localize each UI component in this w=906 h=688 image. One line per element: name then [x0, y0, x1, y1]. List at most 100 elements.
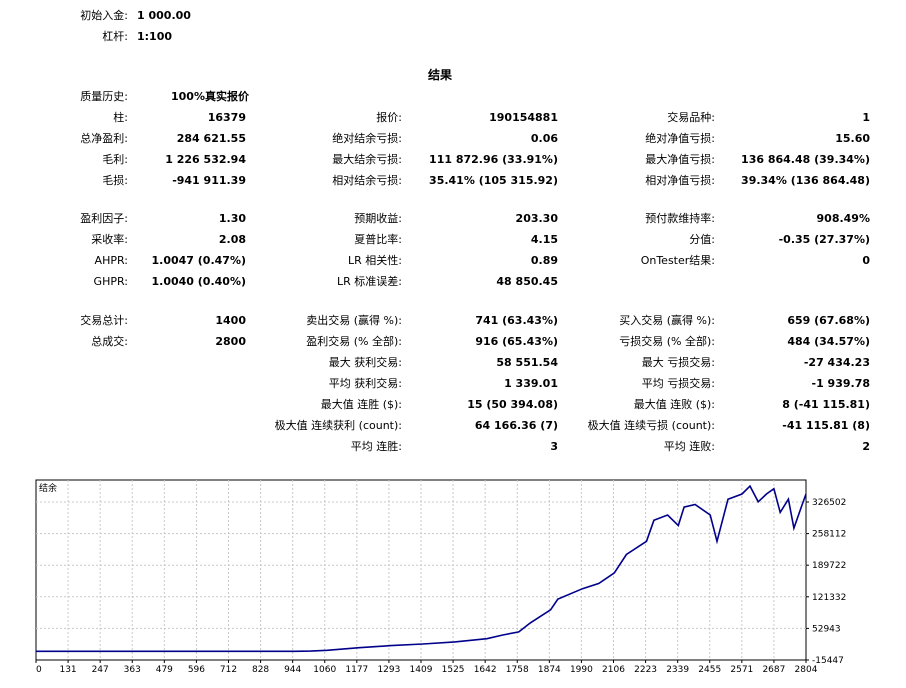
chart-x-tick-label: 1874 — [538, 665, 561, 675]
max-consec-losses-label: 最大值 连败 ($): — [633, 398, 715, 411]
chart-x-tick-label: 1177 — [345, 665, 368, 675]
equity-dd-max-value: 136 864.48 (39.34%) — [741, 153, 870, 166]
avg-loss-value: -1 939.78 — [811, 377, 871, 390]
avg-profit-label: 平均 获利交易: — [328, 377, 402, 390]
sharpe-ratio-value: 4.15 — [530, 233, 558, 246]
chart-y-tick-label: 189722 — [812, 561, 846, 571]
symbols-label: 交易品种: — [667, 111, 715, 124]
chart-x-tick-label: 2571 — [730, 665, 753, 675]
equity-dd-abs-value: 15.60 — [835, 132, 870, 145]
max-consec-profit-value: 64 166.36 (7) — [474, 419, 558, 432]
chart-x-tick-label: 2804 — [795, 665, 818, 675]
max-consec-wins-label: 最大值 连胜 ($): — [320, 398, 402, 411]
chart-x-tick-label: 1409 — [410, 665, 433, 675]
initial-deposit-label: 初始入金: — [80, 9, 128, 22]
chart-x-tick-label: 2223 — [634, 665, 657, 675]
history-quality-label: 质量历史: — [80, 90, 128, 103]
long-trades-value: 659 (67.68%) — [787, 314, 870, 327]
largest-profit-label: 最大 获利交易: — [328, 356, 402, 369]
total-deals-label: 总成交: — [91, 335, 128, 348]
chart-y-tick-label: 258112 — [812, 530, 846, 540]
balance-dd-abs-value: 0.06 — [530, 132, 558, 145]
ticks-label: 报价: — [376, 111, 402, 124]
ahpr-value: 1.0047 (0.47%) — [151, 254, 247, 267]
chart-x-tick-label: 944 — [284, 665, 301, 675]
chart-y-tick-label: 121332 — [812, 593, 846, 603]
long-trades-label: 买入交易 (赢得 %): — [619, 314, 715, 327]
avg-consec-wins-label: 平均 连胜: — [350, 440, 402, 453]
max-consec-loss-value: -41 115.81 (8) — [782, 419, 870, 432]
chart-x-tick-label: 1990 — [570, 665, 593, 675]
margin-level-label: 预付款维持率: — [645, 212, 715, 225]
avg-profit-value: 1 339.01 — [504, 377, 558, 390]
largest-profit-value: 58 551.54 — [496, 356, 558, 369]
ghpr-value: 1.0040 (0.40%) — [151, 275, 247, 288]
z-score-label: 分值: — [689, 233, 715, 246]
recovery-factor-label: 采收率: — [91, 233, 128, 246]
chart-x-tick-label: 479 — [156, 665, 173, 675]
chart-y-tick-label: 52943 — [812, 624, 841, 634]
ontester-label: OnTester结果: — [640, 254, 715, 267]
avg-loss-label: 平均 亏损交易: — [641, 377, 715, 390]
max-consec-losses-value: 8 (-41 115.81) — [782, 398, 870, 411]
short-trades-value: 741 (63.43%) — [475, 314, 558, 327]
avg-consec-losses-value: 2 — [862, 440, 870, 453]
chart-x-tick-label: 2687 — [762, 665, 785, 675]
lr-correlation-value: 0.89 — [530, 254, 558, 267]
loss-trades-value: 484 (34.57%) — [787, 335, 870, 348]
lr-correlation-label: LR 相关性: — [348, 254, 402, 267]
chart-x-tick-label: 2106 — [602, 665, 625, 675]
z-score-value: -0.35 (27.37%) — [778, 233, 870, 246]
total-net-profit-value: 284 621.55 — [176, 132, 246, 145]
profit-trades-label: 盈利交易 (% 全部): — [306, 335, 402, 348]
profit-factor-value: 1.30 — [218, 212, 246, 225]
ontester-value: 0 — [862, 254, 870, 267]
balance-dd-rel-value: 35.41% (105 315.92) — [429, 174, 558, 187]
expected-payoff-label: 预期收益: — [354, 212, 402, 225]
equity-dd-rel-label: 相对净值亏损: — [645, 174, 715, 187]
gross-profit-label: 毛利: — [102, 153, 128, 166]
chart-y-tick-label: -15447 — [812, 656, 844, 666]
balance-dd-abs-label: 绝对结余亏损: — [332, 132, 402, 145]
max-consec-wins-value: 15 (50 394.08) — [467, 398, 558, 411]
balance-dd-max-value: 111 872.96 (33.91%) — [429, 153, 558, 166]
chart-x-tick-label: 2455 — [698, 665, 721, 675]
lr-std-error-value: 48 850.45 — [496, 275, 558, 288]
chart-x-tick-label: 712 — [220, 665, 237, 675]
profit-factor-label: 盈利因子: — [80, 212, 128, 225]
lr-std-error-label: LR 标准误差: — [337, 275, 402, 288]
gross-loss-label: 毛损: — [102, 174, 128, 187]
gross-loss-value: -941 911.39 — [172, 174, 246, 187]
gross-profit-value: 1 226 532.94 — [165, 153, 246, 166]
leverage-value: 1:100 — [137, 30, 173, 43]
bars-label: 柱: — [113, 111, 128, 124]
chart-x-tick-label: 363 — [124, 665, 141, 675]
total-trades-label: 交易总计: — [80, 314, 128, 327]
expected-payoff-value: 203.30 — [515, 212, 558, 225]
total-trades-value: 1400 — [215, 314, 246, 327]
bars-value: 16379 — [207, 111, 246, 124]
balance-dd-rel-label: 相对结余亏损: — [332, 174, 402, 187]
initial-deposit-value: 1 000.00 — [137, 9, 191, 22]
avg-consec-wins-value: 3 — [550, 440, 558, 453]
equity-dd-abs-label: 绝对净值亏损: — [645, 132, 715, 145]
chart-x-tick-label: 1525 — [442, 665, 465, 675]
margin-level-value: 908.49% — [816, 212, 870, 225]
chart-x-tick-label: 1758 — [506, 665, 529, 675]
balance-chart: 0 131 247 363 479 596 712 828 944 1060 1177 1293 140… — [35, 479, 846, 675]
chart-x-tick-label: 1293 — [377, 665, 400, 675]
chart-x-tick-label: 131 — [59, 665, 76, 675]
results-title: 结果 — [428, 68, 453, 82]
avg-consec-losses-label: 平均 连败: — [663, 440, 715, 453]
largest-loss-label: 最大 亏损交易: — [641, 356, 715, 369]
chart-x-tick-label: 2339 — [666, 665, 689, 675]
total-deals-value: 2800 — [215, 335, 246, 348]
ahpr-label: AHPR: — [94, 254, 128, 267]
total-net-profit-label: 总净盈利: — [80, 132, 128, 145]
chart-title: 结余 — [39, 482, 57, 494]
chart-x-tick-label: 596 — [188, 665, 205, 675]
chart-x-tick-label: 247 — [92, 665, 109, 675]
sharpe-ratio-label: 夏普比率: — [354, 233, 402, 246]
equity-dd-rel-value: 39.34% (136 864.48) — [741, 174, 870, 187]
loss-trades-label: 亏损交易 (% 全部): — [619, 335, 715, 348]
